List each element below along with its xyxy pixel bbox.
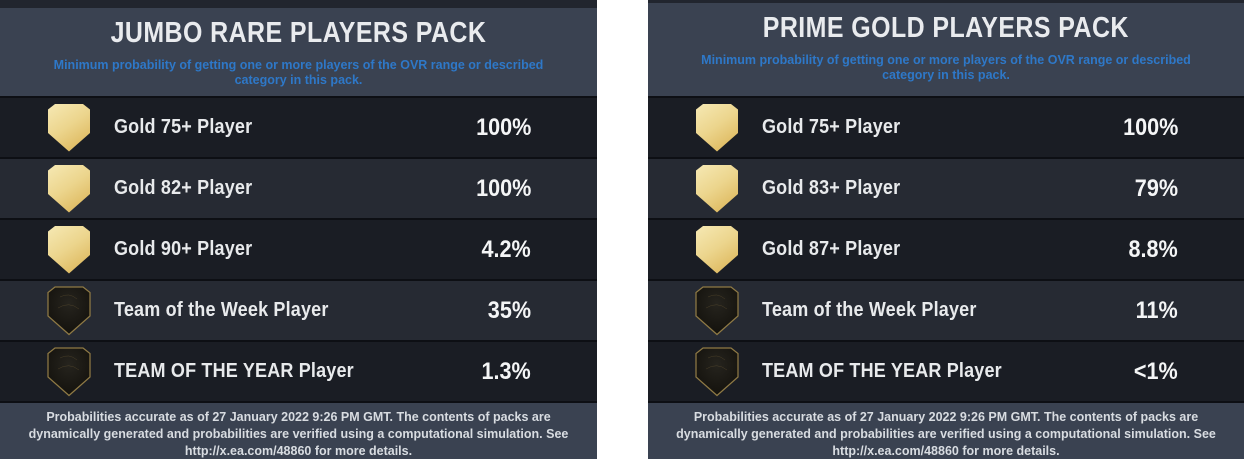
gold-card-icon bbox=[44, 224, 94, 276]
odds-category-label: Team of the Week Player bbox=[762, 299, 977, 321]
odds-category-label: Gold 75+ Player bbox=[114, 116, 253, 138]
pack-header: PRIME GOLD PLAYERS PACK Minimum probabil… bbox=[648, 3, 1244, 96]
toty-card-icon bbox=[44, 346, 94, 398]
odds-category-label: TEAM OF THE YEAR Player bbox=[762, 360, 1002, 382]
odds-row: Team of the Week Player 11% bbox=[648, 279, 1244, 340]
odds-row: Gold 90+ Player 4.2% bbox=[0, 218, 597, 279]
pack-title: PRIME GOLD PLAYERS PACK bbox=[762, 12, 1130, 44]
pack-panel-jumbo-rare: JUMBO RARE PLAYERS PACK Minimum probabil… bbox=[0, 0, 597, 459]
pack-panel-prime-gold: PRIME GOLD PLAYERS PACK Minimum probabil… bbox=[648, 0, 1244, 459]
gold-card-icon bbox=[44, 163, 94, 215]
odds-category-label: TEAM OF THE YEAR Player bbox=[114, 360, 354, 382]
odds-table: Gold 75+ Player 100% Gold 83+ Player 79%… bbox=[648, 96, 1244, 401]
odds-category-label: Gold 83+ Player bbox=[762, 177, 901, 199]
pack-subtitle: Minimum probability of getting one or mo… bbox=[701, 53, 1191, 82]
top-strip bbox=[648, 0, 1244, 3]
odds-probability-value: 35% bbox=[487, 296, 531, 324]
odds-row: Gold 83+ Player 79% bbox=[648, 157, 1244, 218]
odds-probability-value: 100% bbox=[1122, 113, 1178, 141]
odds-row: Gold 75+ Player 100% bbox=[648, 96, 1244, 157]
odds-row: TEAM OF THE YEAR Player 1.3% bbox=[0, 340, 597, 401]
pack-footer: Probabilities accurate as of 27 January … bbox=[0, 401, 597, 459]
pack-title: JUMBO RARE PLAYERS PACK bbox=[110, 17, 487, 49]
odds-table: Gold 75+ Player 100% Gold 82+ Player 100… bbox=[0, 96, 597, 401]
odds-probability-value: 100% bbox=[475, 174, 531, 202]
totw-card-icon bbox=[44, 285, 94, 337]
odds-row: Team of the Week Player 35% bbox=[0, 279, 597, 340]
odds-probability-value: <1% bbox=[1134, 357, 1178, 385]
probabilities-disclaimer: Probabilities accurate as of 27 January … bbox=[28, 410, 569, 458]
odds-probability-value: 100% bbox=[475, 113, 531, 141]
toty-card-icon bbox=[692, 346, 742, 398]
odds-probability-value: 11% bbox=[1135, 296, 1178, 324]
pack-subtitle: Minimum probability of getting one or mo… bbox=[53, 58, 544, 87]
odds-probability-value: 1.3% bbox=[481, 357, 531, 385]
odds-row: Gold 75+ Player 100% bbox=[0, 96, 597, 157]
odds-category-label: Team of the Week Player bbox=[114, 299, 329, 321]
odds-category-label: Gold 82+ Player bbox=[114, 177, 253, 199]
odds-probability-value: 8.8% bbox=[1128, 235, 1178, 263]
gold-card-icon bbox=[692, 102, 742, 154]
odds-row: Gold 87+ Player 8.8% bbox=[648, 218, 1244, 279]
odds-probability-value: 79% bbox=[1134, 174, 1178, 202]
odds-category-label: Gold 87+ Player bbox=[762, 238, 901, 260]
probabilities-disclaimer: Probabilities accurate as of 27 January … bbox=[676, 410, 1216, 458]
odds-probability-value: 4.2% bbox=[481, 235, 531, 263]
odds-category-label: Gold 90+ Player bbox=[114, 238, 253, 260]
pack-footer: Probabilities accurate as of 27 January … bbox=[648, 401, 1244, 459]
gold-card-icon bbox=[692, 224, 742, 276]
gold-card-icon bbox=[692, 163, 742, 215]
pack-header: JUMBO RARE PLAYERS PACK Minimum probabil… bbox=[0, 8, 597, 96]
odds-category-label: Gold 75+ Player bbox=[762, 116, 901, 138]
gold-card-icon bbox=[44, 102, 94, 154]
odds-row: Gold 82+ Player 100% bbox=[0, 157, 597, 218]
top-strip bbox=[0, 0, 597, 8]
totw-card-icon bbox=[692, 285, 742, 337]
odds-row: TEAM OF THE YEAR Player <1% bbox=[648, 340, 1244, 401]
